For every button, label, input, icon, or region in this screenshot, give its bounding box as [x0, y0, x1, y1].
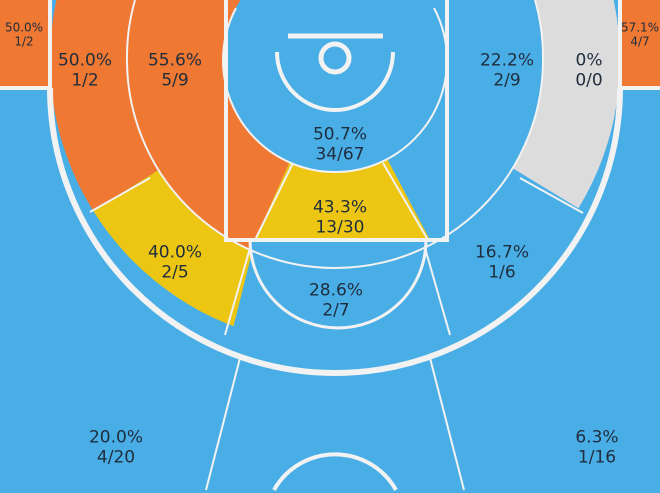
zone-label-free-throw-mid: 28.6% 2/7: [308, 280, 364, 321]
center-circle-arc: [272, 452, 398, 491]
restricted-arc: [275, 51, 395, 112]
zone-label-right-wing-3: 0% 0/0: [575, 50, 603, 91]
zone-restricted-area: [223, 0, 447, 172]
rim: [318, 41, 352, 75]
zone-left-corner-3: [0, 0, 50, 88]
zone-label-paint-non-ra: 43.3% 13/30: [312, 197, 368, 238]
zone-label-right-top-3: 6.3% 1/16: [575, 427, 619, 468]
zone-label-left-corner-3: 50.0% 1/2: [4, 20, 44, 49]
zone-label-restricted-area: 50.7% 34/67: [312, 124, 368, 165]
zone-label-right-corner-3: 57.1% 4/7: [620, 20, 660, 49]
zone-label-left-baseline-mid: 40.0% 2/5: [147, 242, 203, 283]
zone-label-right-midrange: 22.2% 2/9: [479, 50, 535, 91]
zone-label-left-midrange: 55.6% 5/9: [147, 50, 203, 91]
zone-label-right-baseline-mid: 16.7% 1/6: [474, 242, 530, 283]
zone-right-corner-3: [622, 0, 660, 88]
zone-label-left-wing-3: 50.0% 1/2: [57, 50, 113, 91]
zone-label-left-top-3: 20.0% 4/20: [88, 427, 144, 468]
